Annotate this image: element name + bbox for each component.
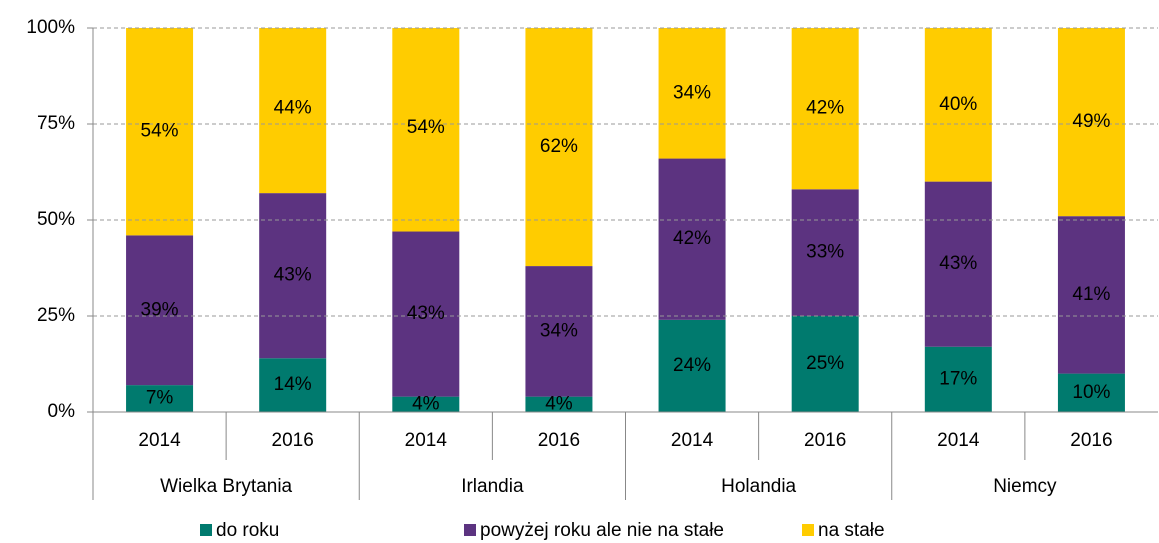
data-label: 43%	[407, 303, 445, 324]
data-label: 44%	[274, 98, 312, 119]
bar-segment	[525, 266, 593, 397]
data-label: 41%	[1072, 284, 1110, 305]
bar-segment	[791, 189, 859, 316]
data-label: 33%	[806, 242, 844, 263]
bar-segment	[658, 158, 726, 320]
bar-segment	[658, 28, 726, 159]
bar-segment	[259, 358, 327, 412]
x-tick-label: 2016	[804, 430, 846, 451]
legend-label: do roku	[216, 520, 279, 541]
legend-label: powyżej roku ale nie na stałe	[480, 520, 724, 541]
bar-segment	[259, 193, 327, 359]
bar-segment	[525, 396, 593, 412]
bar-segment	[658, 319, 726, 412]
data-label: 40%	[939, 94, 977, 115]
legend-swatch	[464, 524, 476, 536]
bar-segment	[525, 28, 593, 267]
data-label: 34%	[540, 320, 578, 341]
data-label: 42%	[806, 98, 844, 119]
data-label: 17%	[939, 368, 977, 389]
bar-segment	[924, 181, 992, 347]
data-label: 62%	[540, 136, 578, 157]
data-label: 54%	[141, 121, 179, 142]
bars	[126, 28, 1125, 412]
bar-segment	[126, 385, 194, 412]
bar-segment	[392, 396, 460, 412]
data-label: 43%	[274, 265, 312, 286]
legend-swatch	[802, 524, 814, 536]
bar-segment	[259, 28, 327, 194]
bar-segment	[924, 346, 992, 412]
x-tick-label: 2014	[937, 430, 980, 451]
bar-segment	[791, 316, 859, 412]
bar-segment	[924, 28, 992, 182]
x-tick-label: 2014	[671, 430, 714, 451]
y-tick-label: 0%	[48, 401, 76, 422]
data-label: 34%	[673, 82, 711, 103]
x-tick-label: 2016	[538, 430, 580, 451]
bar-segment	[126, 235, 194, 386]
data-label: 24%	[673, 355, 711, 376]
bar-segment	[392, 28, 460, 232]
data-label: 39%	[141, 299, 179, 320]
x-tick-label: 2016	[272, 430, 314, 451]
data-label: 25%	[806, 353, 844, 374]
bar-segment	[791, 28, 859, 190]
data-label: 10%	[1072, 382, 1110, 403]
data-label: 43%	[939, 253, 977, 274]
x-tick-label: 2016	[1070, 430, 1112, 451]
x-tick-label: 2014	[405, 430, 448, 451]
legend-swatch	[200, 524, 212, 536]
data-label: 42%	[673, 228, 711, 249]
y-tick-label: 50%	[37, 209, 75, 230]
x-tick-label: 2014	[138, 430, 181, 451]
bar-segment	[126, 28, 194, 236]
bar-segment	[392, 231, 460, 397]
bar-segment	[1057, 216, 1125, 374]
bar-segment	[1057, 373, 1125, 412]
bar-segment	[1057, 28, 1125, 217]
y-tick-label: 75%	[37, 113, 75, 134]
y-tick-label: 100%	[26, 17, 75, 38]
data-label: 4%	[412, 393, 440, 414]
data-label: 54%	[407, 117, 445, 138]
y-tick-label: 25%	[37, 305, 75, 326]
group-label: Niemcy	[993, 476, 1057, 497]
data-label: 7%	[146, 388, 174, 409]
group-label: Irlandia	[461, 476, 524, 497]
data-label: 4%	[545, 393, 573, 414]
data-label: 14%	[274, 374, 312, 395]
data-label: 49%	[1072, 111, 1110, 132]
group-label: Holandia	[721, 476, 796, 497]
legend-label: na stałe	[818, 520, 885, 541]
group-label: Wielka Brytania	[160, 476, 292, 497]
